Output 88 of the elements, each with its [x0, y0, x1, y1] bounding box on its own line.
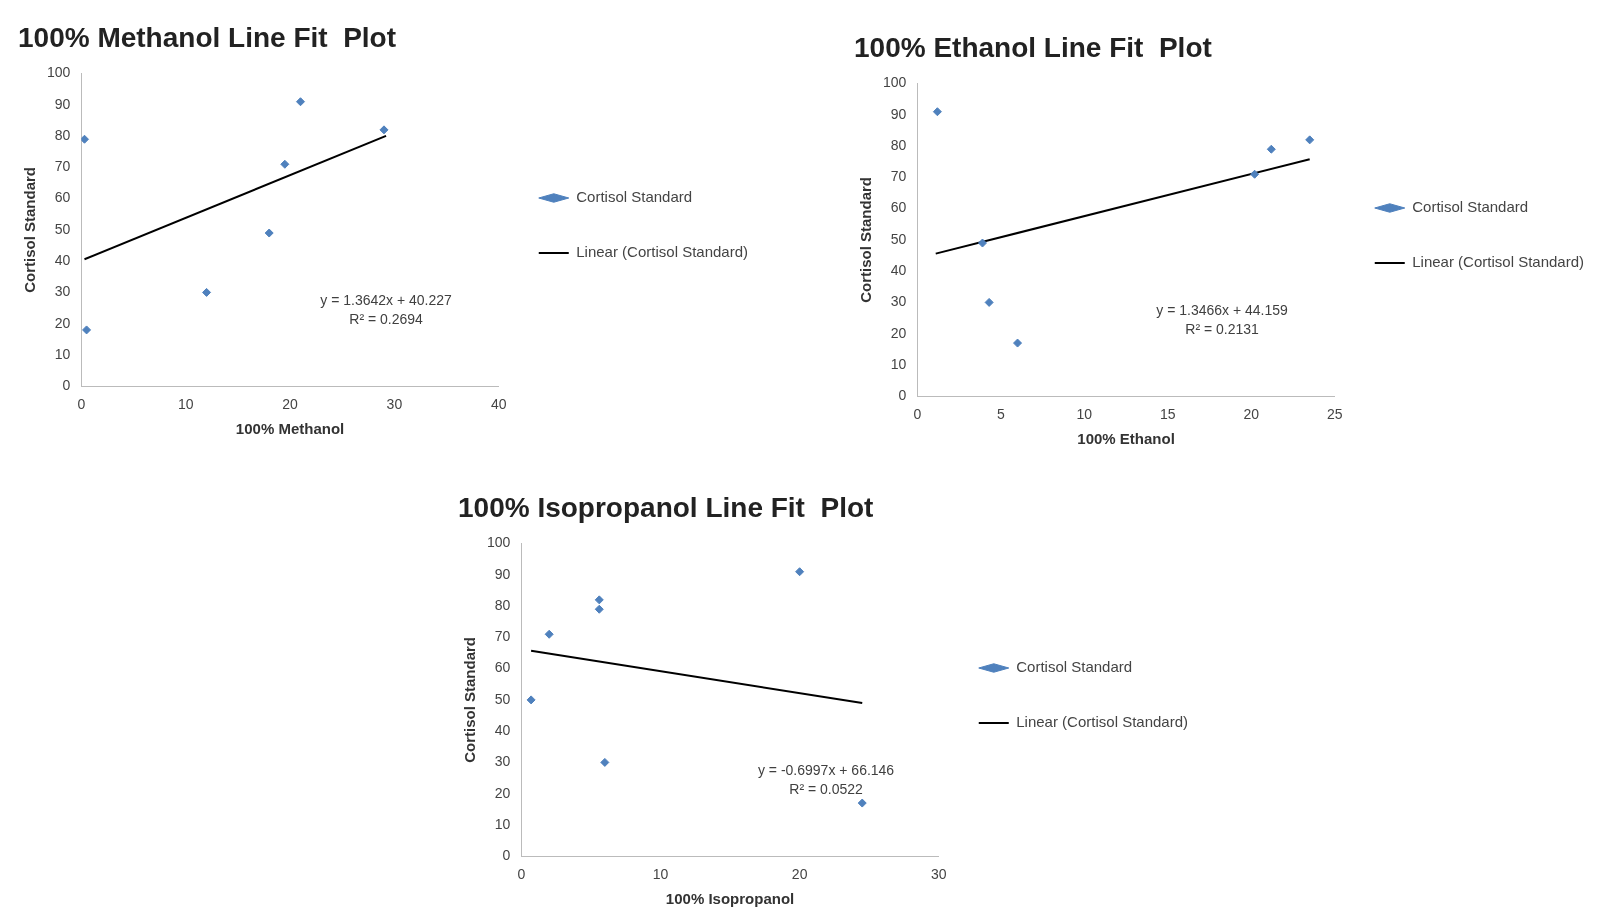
y-tick-label: 10 [54, 345, 71, 362]
y-tick-label: 90 [494, 565, 511, 582]
y-tick-label: 10 [890, 355, 907, 372]
y-tick-label: 50 [54, 220, 71, 237]
y-tick-label: 10 [494, 815, 511, 832]
y-tick-label: 60 [494, 659, 511, 676]
point [600, 757, 610, 767]
y-tick-label: 70 [494, 628, 511, 645]
point [1305, 135, 1315, 145]
legend-label: Linear (Cortisol Standard) [576, 243, 748, 261]
x-tick-label: 20 [791, 866, 808, 883]
point [1266, 144, 1276, 154]
y-axis-title: Cortisol Standard [461, 636, 479, 763]
chart-title: 100% Methanol Line Fit Plot [18, 21, 397, 53]
x-tick-label: 15 [1160, 406, 1176, 423]
x-axis-title: 100% Isopropanol [665, 890, 795, 908]
y-tick-label: 100 [883, 74, 907, 91]
point [977, 238, 987, 248]
point [1250, 169, 1260, 179]
annotation: R² = 0.0522 [789, 780, 864, 797]
y-tick-label: 100 [487, 534, 511, 551]
x-tick-label: 10 [1076, 406, 1093, 423]
point [594, 604, 604, 614]
x-tick-label: 10 [652, 866, 669, 883]
annotation: R² = 0.2694 [349, 310, 424, 327]
point [932, 107, 942, 117]
annotation: y = 1.3466x + 44.159 [1156, 301, 1289, 318]
point [81, 134, 89, 144]
y-tick-label: 30 [890, 293, 907, 310]
legend-label: Cortisol Standard [1016, 658, 1133, 676]
y-tick-label: 0 [502, 847, 511, 864]
point [280, 159, 290, 169]
point [1013, 338, 1023, 348]
x-tick-label: 30 [386, 396, 403, 413]
y-tick-label: 40 [54, 252, 71, 269]
point [295, 97, 305, 107]
annotation: y = -0.6997x + 66.146 [757, 761, 895, 778]
legend-label: Linear (Cortisol Standard) [1016, 713, 1188, 731]
y-tick-label: 70 [890, 168, 907, 185]
y-tick-label: 80 [494, 596, 511, 613]
y-tick-label: 70 [54, 158, 71, 175]
point [544, 629, 554, 639]
y-tick-label: 30 [54, 283, 71, 300]
y-tick-label: 80 [54, 126, 71, 143]
y-tick-label: 50 [494, 690, 511, 707]
y-tick-label: 20 [494, 784, 511, 801]
y-tick-label: 40 [494, 722, 511, 739]
y-tick-label: 50 [890, 230, 907, 247]
point [202, 287, 212, 297]
y-tick-label: 30 [494, 753, 511, 770]
y-tick-label: 100 [47, 64, 71, 81]
y-tick-label: 80 [890, 136, 907, 153]
legend-label: Linear (Cortisol Standard) [1412, 253, 1584, 271]
x-tick-label: 0 [517, 866, 526, 883]
annotation: R² = 0.2131 [1185, 320, 1260, 337]
y-tick-label: 0 [62, 377, 71, 394]
legend-label: Cortisol Standard [1412, 198, 1529, 216]
y-tick-label: 20 [54, 314, 71, 331]
x-axis-title: 100% Methanol [235, 420, 345, 438]
x-tick-label: 0 [77, 396, 86, 413]
x-tick-label: 5 [996, 406, 1005, 423]
y-tick-label: 90 [890, 105, 907, 122]
point [526, 695, 536, 705]
point [984, 297, 994, 307]
y-tick-label: 60 [890, 199, 907, 216]
legend-label: Cortisol Standard [576, 188, 693, 206]
point [795, 567, 805, 577]
x-tick-label: 10 [177, 396, 194, 413]
x-tick-label: 25 [1326, 406, 1343, 423]
point [82, 325, 92, 335]
annotation: y = 1.3642x + 40.227 [320, 291, 453, 308]
y-axis-title: Cortisol Standard [857, 176, 875, 303]
y-tick-label: 90 [54, 95, 71, 112]
point [594, 595, 604, 605]
x-tick-label: 0 [913, 406, 922, 423]
y-axis-title: Cortisol Standard [21, 166, 39, 293]
x-tick-label: 30 [930, 866, 947, 883]
x-tick-label: 20 [282, 396, 299, 413]
y-tick-label: 20 [890, 324, 907, 341]
point [264, 228, 274, 238]
chart-title: 100% Ethanol Line Fit Plot [854, 31, 1212, 63]
x-axis-title: 100% Ethanol [1077, 430, 1175, 448]
x-tick-label: 20 [1243, 406, 1260, 423]
point [379, 125, 389, 135]
y-tick-label: 60 [54, 189, 71, 206]
y-tick-label: 40 [890, 262, 907, 279]
point [857, 798, 867, 808]
chart-title: 100% Isopropanol Line Fit Plot [458, 491, 874, 523]
